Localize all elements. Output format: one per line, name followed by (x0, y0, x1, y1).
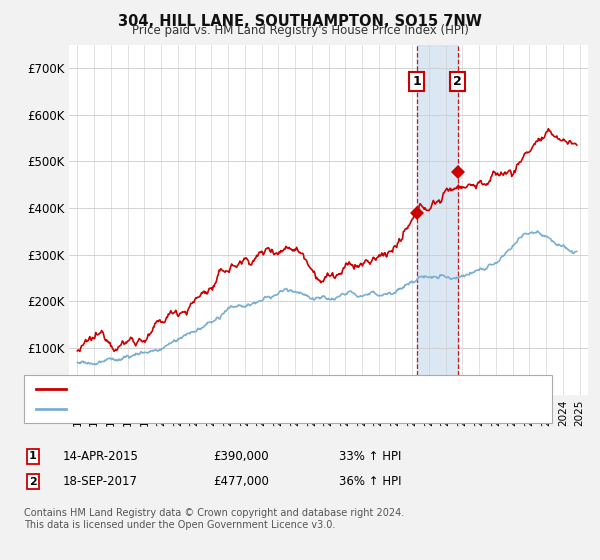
Text: 2: 2 (454, 75, 462, 88)
Text: £477,000: £477,000 (213, 475, 269, 488)
Text: 304, HILL LANE, SOUTHAMPTON, SO15 7NW: 304, HILL LANE, SOUTHAMPTON, SO15 7NW (118, 14, 482, 29)
Text: 2: 2 (29, 477, 37, 487)
Text: 36% ↑ HPI: 36% ↑ HPI (339, 475, 401, 488)
Text: 1: 1 (29, 451, 37, 461)
Bar (417, 45, 458, 395)
Text: Price paid vs. HM Land Registry's House Price Index (HPI): Price paid vs. HM Land Registry's House … (131, 24, 469, 37)
Text: 14-APR-2015: 14-APR-2015 (63, 450, 139, 463)
Text: £390,000: £390,000 (213, 450, 269, 463)
Text: 1: 1 (413, 75, 421, 88)
Text: HPI: Average price, detached house, Southampton: HPI: Average price, detached house, Sout… (72, 402, 354, 412)
Text: Contains HM Land Registry data © Crown copyright and database right 2024.
This d: Contains HM Land Registry data © Crown c… (24, 508, 404, 530)
Text: 33% ↑ HPI: 33% ↑ HPI (339, 450, 401, 463)
Text: 18-SEP-2017: 18-SEP-2017 (63, 475, 138, 488)
Text: 304, HILL LANE, SOUTHAMPTON, SO15 7NW (detached house): 304, HILL LANE, SOUTHAMPTON, SO15 7NW (d… (72, 380, 420, 390)
